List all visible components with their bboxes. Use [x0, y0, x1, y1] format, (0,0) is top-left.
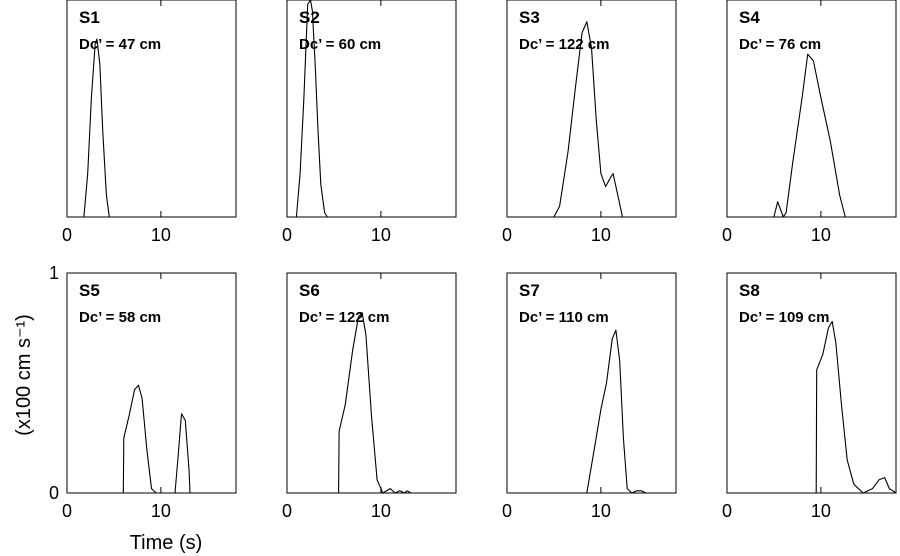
plot-frame	[66, 272, 237, 494]
x-tick-label: 10	[151, 501, 171, 521]
plot-frame	[506, 0, 677, 218]
x-tick-label: 10	[371, 225, 391, 245]
panel-subtitle: Dc’ = 60 cm	[299, 36, 381, 53]
x-tick-label: 10	[811, 501, 831, 521]
x-tick-label: 10	[591, 501, 611, 521]
plot-frame	[66, 0, 237, 218]
panel-subtitle: Dc’ = 58 cm	[79, 309, 161, 326]
x-tick-label: 0	[282, 501, 292, 521]
panel-title: S4	[739, 8, 760, 27]
y-tick-label: 0	[49, 483, 59, 503]
panel-s6: 0 10 S6 Dc’ = 122 cm	[282, 272, 457, 521]
y-tick-label: 1	[49, 263, 59, 283]
x-tick-label: 10	[151, 225, 171, 245]
panel-subtitle: Dc’ = 109 cm	[739, 309, 829, 326]
panel-subtitle: Dc’ = 110 cm	[519, 309, 609, 326]
x-tick-label: 10	[811, 225, 831, 245]
speed-curve	[507, 21, 676, 218]
speed-curve	[67, 384, 236, 494]
x-tick-label: 10	[591, 225, 611, 245]
x-tick-label: 0	[502, 501, 512, 521]
plot-frame	[286, 272, 457, 494]
speed-curve	[727, 320, 897, 494]
x-tick-label: 0	[722, 501, 732, 521]
panel-s8: 0 10 S8 Dc’ = 109 cm	[722, 272, 897, 521]
x-tick-label: 0	[282, 225, 292, 245]
panel-s5: 0 10 0 1 S5 Dc’ = 58 cm	[49, 263, 237, 521]
panel-s3: 0 10 S3 Dc’ = 122 cm	[502, 0, 677, 245]
plot-frame	[726, 0, 897, 218]
panel-title: S6	[299, 281, 320, 300]
panel-subtitle: Dc’ = 122 cm	[299, 309, 389, 326]
plot-frame	[506, 272, 677, 494]
panel-title: S8	[739, 281, 760, 300]
plot-frame	[286, 0, 457, 218]
x-tick-label: 10	[371, 501, 391, 521]
panel-s4: 0 10 S4 Dc’ = 76 cm	[722, 0, 897, 245]
panel-title: S5	[79, 281, 100, 300]
speed-curve	[287, 0, 456, 218]
panel-subtitle: Dc’ = 76 cm	[739, 36, 821, 53]
panel-subtitle: Dc’ = 47 cm	[79, 36, 161, 53]
y-axis-title: (x100 cm s⁻¹)	[13, 314, 35, 436]
panel-s7: 0 10 S7 Dc’ = 110 cm	[502, 272, 677, 521]
panel-s2: 0 10 S2 Dc’ = 60 cm	[282, 0, 457, 245]
x-axis-title: Time (s)	[130, 532, 203, 554]
panel-title: S2	[299, 8, 320, 27]
x-tick-label: 0	[502, 225, 512, 245]
plot-frame	[726, 272, 897, 494]
panel-title: S3	[519, 8, 540, 27]
x-tick-label: 0	[62, 501, 72, 521]
x-tick-label: 0	[62, 225, 72, 245]
panel-s1: 0 10 S1 Dc’ = 47 cm	[62, 0, 237, 245]
x-tick-label: 0	[722, 225, 732, 245]
speed-curve	[67, 38, 236, 218]
speed-curve	[287, 312, 456, 494]
panel-title: S7	[519, 281, 540, 300]
panel-title: S1	[79, 8, 100, 27]
panel-subtitle: Dc’ = 122 cm	[519, 36, 609, 53]
speed-curve	[727, 53, 896, 218]
speed-curve	[507, 329, 676, 494]
